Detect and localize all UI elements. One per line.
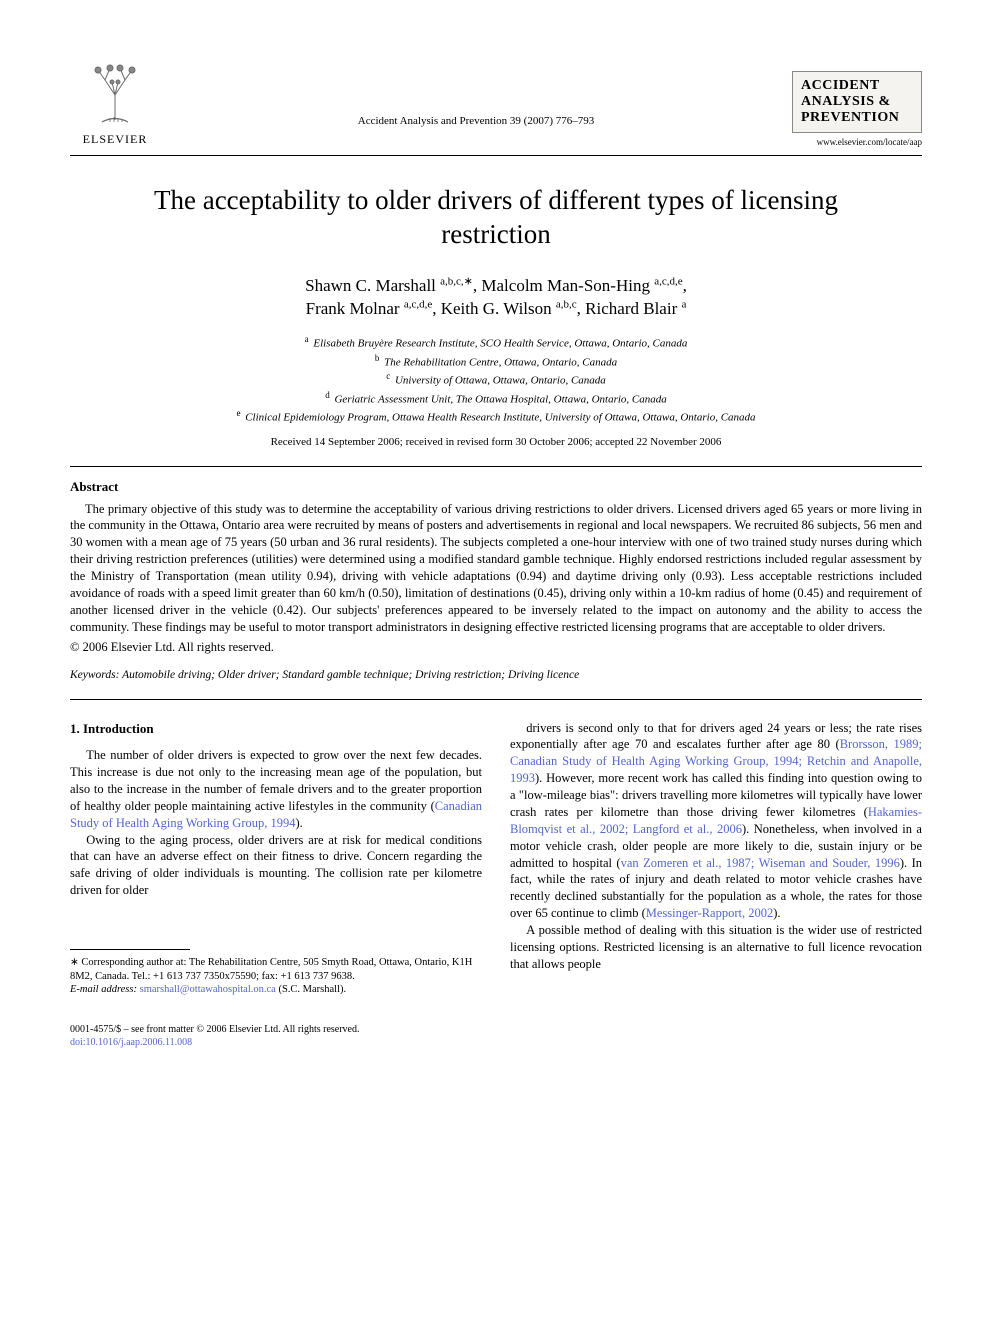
keywords: Keywords: Automobile driving; Older driv… xyxy=(70,669,922,681)
body-paragraph: A possible method of dealing with this s… xyxy=(510,922,922,973)
footnote-email-suffix: (S.C. Marshall). xyxy=(278,984,346,995)
journal-cover: ACCIDENT ANALYSIS & PREVENTION xyxy=(792,71,922,133)
footer-meta: 0001-4575/$ – see front matter © 2006 El… xyxy=(70,1023,922,1049)
author-list: Shawn C. Marshall a,b,c,∗, Malcolm Man-S… xyxy=(70,274,922,322)
journal-url[interactable]: www.elsevier.com/locate/aap xyxy=(792,137,922,147)
footnote-rule xyxy=(70,949,190,950)
abstract-top-rule xyxy=(70,466,922,467)
journal-reference: Accident Analysis and Prevention 39 (200… xyxy=(160,115,792,147)
body-paragraph: Owing to the aging process, older driver… xyxy=(70,832,482,900)
publisher-block: ELSEVIER xyxy=(70,60,160,147)
keywords-text: Automobile driving; Older driver; Standa… xyxy=(122,669,579,681)
abstract-label: Abstract xyxy=(70,479,922,495)
journal-cover-title: ACCIDENT ANALYSIS & PREVENTION xyxy=(801,78,913,126)
publisher-logo-icon xyxy=(80,60,150,130)
footnote-email[interactable]: smarshall@ottawahospital.on.ca xyxy=(140,984,276,995)
article-title: The acceptability to older drivers of di… xyxy=(130,184,862,252)
affiliation-list: a Elisabeth Bruyère Research Institute, … xyxy=(70,333,922,426)
footer-copyright: 0001-4575/$ – see front matter © 2006 El… xyxy=(70,1023,922,1036)
keywords-label: Keywords: xyxy=(70,669,119,681)
header-rule xyxy=(70,155,922,156)
publisher-name: ELSEVIER xyxy=(83,132,148,147)
body-paragraph: The number of older drivers is expected … xyxy=(70,747,482,831)
corresponding-footnote: ∗ Corresponding author at: The Rehabilit… xyxy=(70,956,482,997)
abstract-body: The primary objective of this study was … xyxy=(70,501,922,636)
right-column: drivers is second only to that for drive… xyxy=(510,720,922,997)
page-header: ELSEVIER Accident Analysis and Preventio… xyxy=(70,60,922,147)
journal-block: ACCIDENT ANALYSIS & PREVENTION www.elsev… xyxy=(792,71,922,147)
footnote-corr: ∗ Corresponding author at: The Rehabilit… xyxy=(70,956,482,983)
abstract-copyright: © 2006 Elsevier Ltd. All rights reserved… xyxy=(70,640,922,655)
body-columns: 1. Introduction The number of older driv… xyxy=(70,720,922,997)
footer-doi[interactable]: doi:10.1016/j.aap.2006.11.008 xyxy=(70,1036,922,1049)
abstract-bottom-rule xyxy=(70,699,922,700)
intro-heading: 1. Introduction xyxy=(70,720,482,738)
body-paragraph: drivers is second only to that for drive… xyxy=(510,720,922,923)
article-dates: Received 14 September 2006; received in … xyxy=(70,436,922,448)
left-column: 1. Introduction The number of older driv… xyxy=(70,720,482,997)
footnote-email-label: E-mail address: xyxy=(70,984,137,995)
footnote-email-line: E-mail address: smarshall@ottawahospital… xyxy=(70,983,482,997)
